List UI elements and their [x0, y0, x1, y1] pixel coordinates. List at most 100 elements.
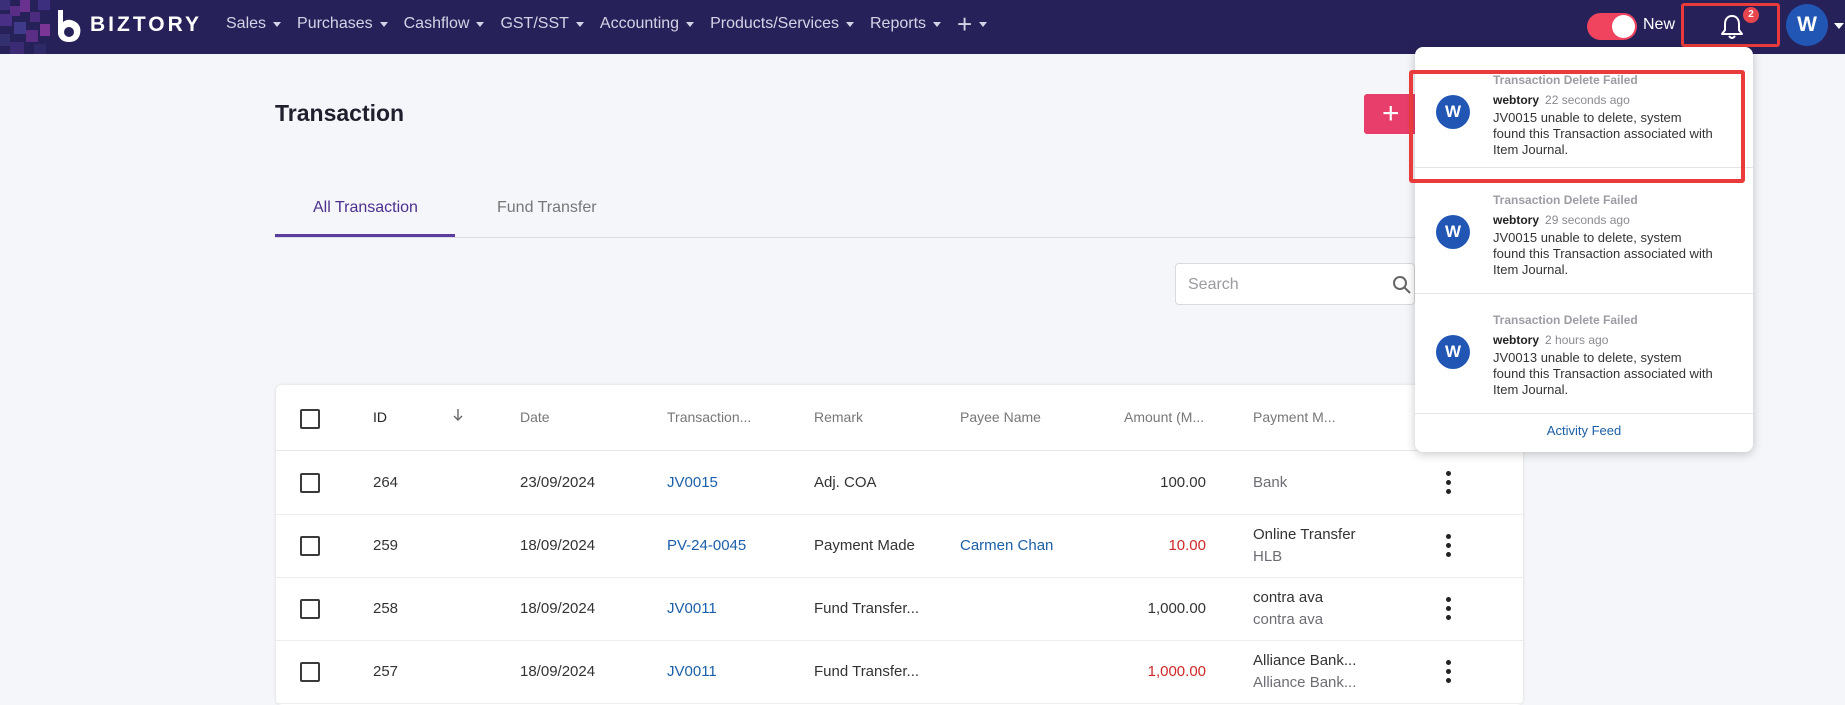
search-icon[interactable]: [1392, 275, 1412, 295]
column-header-payment-method[interactable]: Payment M...: [1253, 409, 1336, 425]
notification-count-badge: 2: [1743, 7, 1759, 23]
biztory-logo-icon: [58, 10, 81, 42]
row-checkbox[interactable]: [300, 599, 320, 619]
tab-all-transaction[interactable]: All Transaction: [313, 199, 418, 216]
cell-amount: 1,000.00: [1147, 663, 1206, 680]
activity-feed-link[interactable]: Activity Feed: [1546, 423, 1622, 438]
row-checkbox[interactable]: [300, 662, 320, 682]
notification-avatar: W: [1436, 95, 1470, 129]
notification-item[interactable]: W Transaction Delete Failed webtory 22 se…: [1415, 47, 1753, 168]
new-ui-toggle-label: New: [1643, 16, 1676, 33]
table-row[interactable]: 264 23/09/2024 JV0015 Adj. COA 100.00 Ba…: [276, 451, 1523, 515]
logo-mosaic-icon: [0, 0, 50, 54]
notification-time: 2 hours ago: [1545, 333, 1609, 347]
column-header-amount[interactable]: Amount (M...: [1124, 409, 1205, 425]
cell-transaction-link[interactable]: JV0015: [667, 474, 718, 491]
notification-user: webtory: [1493, 93, 1540, 107]
table-row[interactable]: 258 18/09/2024 JV0011 Fund Transfer... 1…: [276, 577, 1523, 641]
notification-user-line: webtory 29 seconds ago: [1493, 213, 1630, 227]
search-box: [1175, 263, 1415, 305]
table-row[interactable]: 257 18/09/2024 JV0011 Fund Transfer... 1…: [276, 640, 1523, 704]
row-actions-kebab-icon[interactable]: [1446, 597, 1452, 621]
chevron-down-icon: [273, 21, 282, 27]
active-tab-indicator: [275, 234, 455, 237]
cell-payment-method: Online Transfer: [1253, 526, 1356, 543]
cell-date: 23/09/2024: [520, 474, 596, 491]
chevron-down-icon: [575, 21, 584, 27]
column-header-id[interactable]: ID: [373, 409, 387, 425]
notification-time: 22 seconds ago: [1545, 93, 1630, 107]
transactions-table: ID Date Transaction... Remark Payee Name…: [276, 385, 1523, 705]
notifications-dropdown: W Transaction Delete Failed webtory 22 se…: [1415, 47, 1753, 452]
notification-time: 29 seconds ago: [1545, 213, 1630, 227]
cell-remark: Fund Transfer...: [814, 663, 920, 680]
notification-user: webtory: [1493, 333, 1540, 347]
cell-id: 259: [373, 537, 399, 554]
chevron-down-icon: [933, 21, 942, 27]
nav-sales-label: Sales: [226, 15, 267, 32]
logo-text[interactable]: BIZTORY: [90, 13, 203, 36]
nav-cashflow-label: Cashflow: [403, 15, 470, 32]
cell-id: 264: [373, 474, 399, 491]
nav-sales[interactable]: Sales: [226, 15, 282, 33]
main-nav: Sales Purchases Cashflow GST/SST Account…: [226, 0, 1003, 48]
add-transaction-button[interactable]: +: [1364, 94, 1424, 134]
row-actions-kebab-icon[interactable]: [1446, 471, 1452, 495]
column-header-remark[interactable]: Remark: [814, 409, 864, 425]
new-ui-toggle[interactable]: [1587, 13, 1637, 40]
nav-gst-sst-label: GST/SST: [500, 15, 569, 32]
cell-payment-method: contra ava: [1253, 589, 1324, 606]
column-header-transaction[interactable]: Transaction...: [667, 409, 752, 425]
cell-amount: 10.00: [1168, 537, 1206, 554]
cell-date: 18/09/2024: [520, 537, 596, 554]
notification-title: Transaction Delete Failed: [1493, 313, 1638, 327]
notification-user-line: webtory 2 hours ago: [1493, 333, 1608, 347]
nav-purchases[interactable]: Purchases: [297, 15, 388, 33]
row-checkbox[interactable]: [300, 473, 320, 493]
toggle-knob: [1612, 15, 1635, 38]
select-all-checkbox[interactable]: [300, 409, 320, 429]
column-header-date[interactable]: Date: [520, 409, 550, 425]
cell-payment-account: Alliance Bank...: [1253, 674, 1357, 691]
notifications-button[interactable]: 2: [1681, 3, 1780, 47]
nav-products-services-label: Products/Services: [710, 15, 839, 32]
cell-payee-link[interactable]: Carmen Chan: [960, 537, 1054, 554]
tab-fund-transfer[interactable]: Fund Transfer: [497, 199, 597, 216]
table-header: ID Date Transaction... Remark Payee Name…: [276, 385, 1523, 451]
cell-payment-method: Bank: [1253, 474, 1288, 491]
table-row[interactable]: 259 18/09/2024 PV-24-0045 Payment Made C…: [276, 514, 1523, 578]
cell-remark: Adj. COA: [814, 474, 877, 491]
nav-cashflow[interactable]: Cashflow: [404, 15, 485, 33]
notification-user: webtory: [1493, 213, 1540, 227]
nav-products-services[interactable]: Products/Services: [710, 15, 854, 33]
notification-message: JV0015 unable to delete, system found th…: [1493, 230, 1713, 277]
row-actions-kebab-icon[interactable]: [1446, 660, 1452, 684]
chevron-down-icon: [846, 21, 854, 27]
nav-gst-sst[interactable]: GST/SST: [500, 15, 584, 33]
plus-icon: +: [957, 9, 973, 39]
nav-quick-create[interactable]: +: [957, 9, 988, 39]
cell-transaction-link[interactable]: JV0011: [667, 663, 717, 680]
cell-date: 18/09/2024: [520, 600, 596, 617]
user-menu-chevron-icon[interactable]: [1834, 23, 1844, 29]
notification-item[interactable]: W Transaction Delete Failed webtory 29 se…: [1415, 173, 1753, 294]
cell-transaction-link[interactable]: JV0011: [667, 600, 717, 617]
transaction-tabs: All Transaction Fund Transfer: [275, 190, 1423, 238]
chevron-down-icon: [379, 21, 388, 27]
notification-message: JV0013 unable to delete, system found th…: [1493, 350, 1713, 397]
search-input[interactable]: [1186, 273, 1380, 297]
cell-payment-method: Alliance Bank...: [1253, 652, 1357, 669]
cell-transaction-link[interactable]: PV-24-0045: [667, 537, 747, 554]
row-checkbox[interactable]: [300, 536, 320, 556]
chevron-down-icon: [686, 21, 695, 27]
nav-accounting[interactable]: Accounting: [600, 15, 695, 33]
cell-payment-account: contra ava: [1253, 611, 1324, 628]
notification-item[interactable]: W Transaction Delete Failed webtory 2 hou…: [1415, 293, 1753, 414]
cell-remark: Payment Made: [814, 537, 915, 554]
sort-down-arrow-icon[interactable]: [452, 407, 464, 423]
row-actions-kebab-icon[interactable]: [1446, 534, 1452, 558]
nav-reports[interactable]: Reports: [870, 15, 942, 33]
user-avatar[interactable]: W: [1786, 4, 1828, 46]
page-title: Transaction: [275, 100, 405, 126]
column-header-payee-name[interactable]: Payee Name: [960, 409, 1041, 425]
